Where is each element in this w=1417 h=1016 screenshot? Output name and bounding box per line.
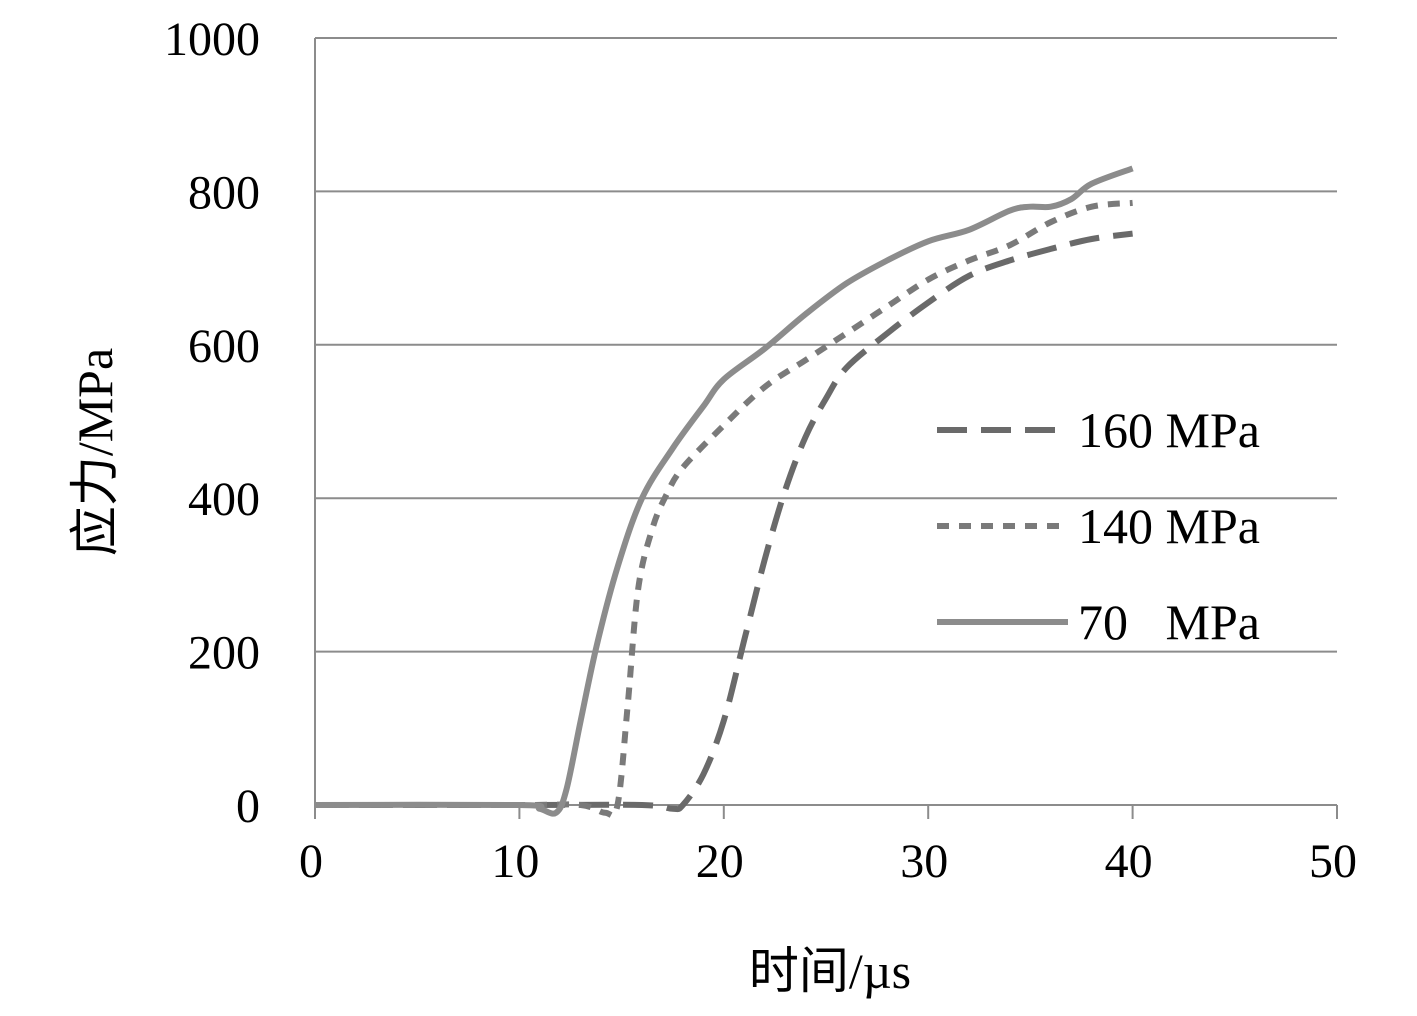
y-tick-label-800: 800 [188, 166, 260, 219]
y-tick-label-400: 400 [188, 473, 260, 526]
x-tick-label-10: 10 [491, 835, 539, 888]
x-axis-title: 时间/µs [749, 943, 911, 999]
legend-label-1: 160 MPa [1078, 402, 1260, 458]
x-tick-label-40: 40 [1105, 835, 1153, 888]
x-tick-label-20: 20 [696, 835, 744, 888]
series-line-1 [315, 230, 1133, 813]
legend: 160 MPa 140 MPa 70 MPa [937, 402, 1260, 650]
x-tick-label-0: 0 [299, 835, 323, 888]
y-tick-label-600: 600 [188, 320, 260, 373]
y-tick-label-1000: 1000 [164, 13, 260, 66]
y-tick-label-0: 0 [236, 780, 260, 833]
legend-label-3: 70 MPa [1078, 594, 1260, 650]
y-axis-title: 应力/MPa [67, 348, 123, 556]
series-line-2 [315, 199, 1133, 819]
y-tick-label-200: 200 [188, 627, 260, 680]
series-lines [314, 165, 1134, 819]
grid-lines [315, 37, 1337, 653]
series-line-3 [314, 165, 1134, 817]
y-tick-labels: 0 200 400 600 800 1000 [164, 13, 260, 833]
x-tick-label-50: 50 [1309, 835, 1357, 888]
x-tick-label-30: 30 [900, 835, 948, 888]
x-tick-labels: 0 10 20 30 40 50 [299, 835, 1357, 888]
x-tick-marks [314, 805, 1338, 819]
legend-label-2: 140 MPa [1078, 498, 1260, 554]
